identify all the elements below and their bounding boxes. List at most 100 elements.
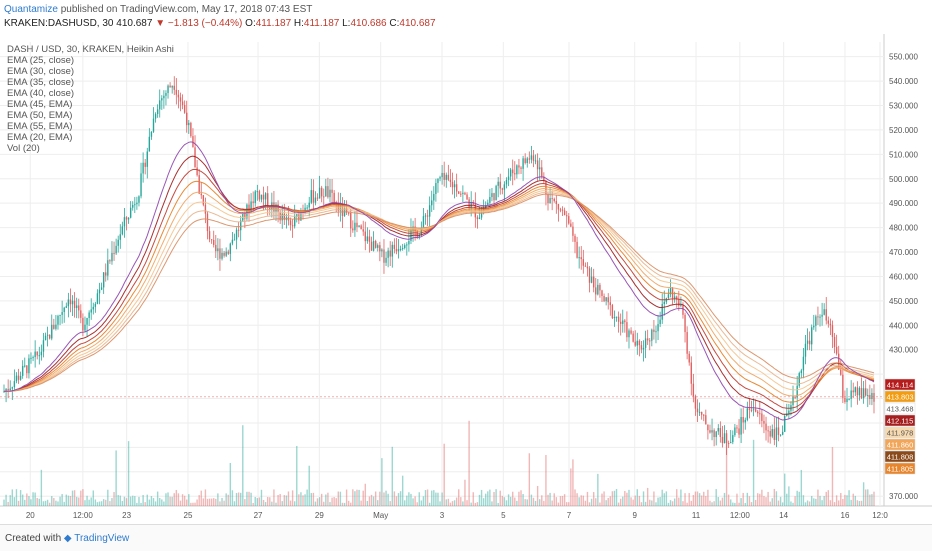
candle-body: [84, 324, 86, 331]
candle-body: [188, 122, 190, 126]
volume-bar: [190, 502, 192, 506]
volume-bar: [350, 502, 352, 506]
volume-bar: [520, 490, 522, 506]
volume-bar: [514, 497, 516, 506]
candle-body: [696, 408, 699, 413]
candle-body: [759, 413, 761, 415]
candle-body: [431, 200, 433, 206]
volume-bar: [775, 491, 778, 506]
legend-ema-55[interactable]: EMA (55, EMA): [7, 121, 73, 132]
volume-bar: [673, 498, 676, 506]
volume-bar: [800, 469, 803, 506]
volume-bar: [730, 499, 732, 506]
candle-body: [794, 396, 796, 398]
candle-body: [590, 276, 593, 283]
candle-body: [497, 181, 499, 186]
candle-body: [383, 249, 385, 263]
tradingview-link[interactable]: TradingView: [74, 533, 130, 544]
candle-body: [779, 434, 782, 436]
volume-bar: [399, 491, 402, 506]
legend-ema-35[interactable]: EMA (35, close): [7, 77, 75, 88]
volume-bar: [7, 501, 9, 506]
volume-bar: [825, 491, 827, 506]
candle-body: [767, 430, 769, 432]
legend-ema-45[interactable]: EMA (45, EMA): [7, 99, 73, 110]
candle-body: [541, 167, 543, 177]
candle-body: [543, 176, 545, 182]
volume-bar: [296, 445, 298, 506]
volume-bar: [15, 489, 18, 506]
volume-bar: [281, 501, 283, 506]
volume-bar: [127, 441, 130, 506]
volume-bar: [568, 502, 570, 506]
volume-bar: [192, 502, 194, 506]
candle-body: [186, 112, 188, 126]
legend-ema-25[interactable]: EMA (25, close): [7, 55, 75, 66]
candle-body: [59, 314, 61, 316]
price-chart[interactable]: 370.000 430.000 440.000 450.000 460.000 470.0…: [0, 34, 932, 524]
volume-bar: [318, 497, 321, 506]
legend-main-series[interactable]: DASH / USD, 30, KRAKEN, Heikin Ashi: [7, 44, 174, 55]
volume-bar: [9, 495, 11, 506]
candle-body: [829, 323, 832, 326]
created-with: Created with ◆ TradingView: [5, 533, 129, 544]
candle-body: [38, 355, 40, 357]
author-link[interactable]: Quantamize: [4, 4, 58, 15]
candle-body: [852, 390, 854, 393]
volume-bar: [163, 501, 165, 506]
volume-bar: [111, 498, 113, 506]
legend-ema-40[interactable]: EMA (40, close): [7, 88, 75, 99]
volume-bar: [98, 501, 101, 506]
price-label-box: [884, 462, 916, 475]
candle-body: [578, 257, 580, 259]
volume-bar: [505, 500, 508, 506]
candle-body: [545, 181, 547, 195]
candle-body: [584, 265, 587, 267]
volume-bar: [769, 501, 771, 506]
candle-body: [163, 95, 165, 99]
volume-bar: [740, 498, 742, 506]
candle-body: [82, 317, 84, 331]
volume-bar: [707, 489, 709, 506]
volume-bar: [202, 498, 205, 506]
candle-body: [842, 374, 844, 398]
volume-bar: [455, 497, 458, 506]
volume-bar: [723, 492, 726, 506]
volume-bar: [17, 500, 20, 506]
legend-ema-30[interactable]: EMA (30, close): [7, 66, 75, 77]
legend-ema-50[interactable]: EMA (50, EMA): [7, 110, 73, 121]
volume-bar: [435, 492, 437, 506]
volume-bar: [626, 492, 628, 506]
candle-body: [599, 284, 601, 291]
candle-body: [387, 250, 389, 258]
volume-bar: [362, 490, 364, 506]
candle-body: [588, 268, 591, 283]
volume-bar: [48, 502, 51, 506]
volume-bar: [458, 489, 460, 506]
candle-body: [416, 231, 418, 237]
candle-body: [240, 220, 242, 231]
candle-body: [536, 160, 539, 170]
volume-bar: [36, 497, 38, 506]
candle-body: [372, 241, 375, 251]
candle-body: [792, 396, 794, 406]
price-label-text: 414.114: [887, 381, 914, 390]
volume-bar: [663, 493, 665, 506]
candle-body: [622, 320, 624, 324]
volume-bar: [466, 500, 468, 506]
volume-bar: [345, 489, 348, 506]
volume-bar: [327, 492, 329, 506]
tradingview-logo-icon[interactable]: ◆: [63, 533, 72, 544]
candle-body: [80, 310, 82, 318]
volume-bar: [194, 502, 196, 506]
volume-bar: [213, 498, 215, 506]
volume-bar: [67, 495, 70, 506]
volume-bar: [806, 500, 809, 506]
legend-ema-20[interactable]: EMA (20, EMA): [7, 132, 73, 143]
price-label-box: [884, 414, 916, 427]
ohlc-line: KRAKEN:DASHUSD, 30 410.687 ▼ −1.813 (−0.…: [4, 18, 436, 29]
ema-line: [3, 155, 875, 415]
candle-body: [501, 188, 504, 190]
legend-volume[interactable]: Vol (20): [7, 143, 40, 154]
volume-bar: [246, 491, 248, 506]
